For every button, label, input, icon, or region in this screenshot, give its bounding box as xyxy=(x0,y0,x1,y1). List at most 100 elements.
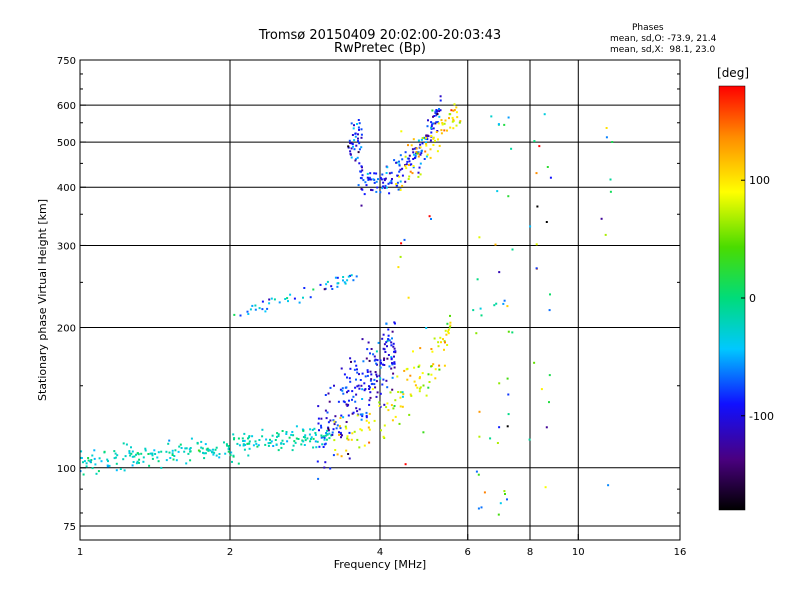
data-point xyxy=(320,417,323,420)
data-point xyxy=(408,160,411,163)
data-point xyxy=(452,118,455,121)
data-point xyxy=(412,158,415,160)
data-point xyxy=(410,144,413,147)
data-point xyxy=(378,404,381,407)
data-point xyxy=(171,449,174,452)
data-point xyxy=(507,413,510,416)
data-point xyxy=(361,338,364,341)
data-point xyxy=(227,450,230,453)
data-point xyxy=(438,110,441,113)
data-point xyxy=(365,184,368,187)
data-point xyxy=(443,129,446,132)
data-point xyxy=(329,386,332,389)
data-point xyxy=(423,158,426,160)
data-point xyxy=(286,297,289,300)
phase-o-stats: mean, sd,O: -73.9, 21.4 xyxy=(610,34,717,44)
data-point xyxy=(440,341,442,344)
data-point xyxy=(430,348,433,350)
data-point xyxy=(435,121,438,124)
data-point xyxy=(390,344,393,347)
data-point xyxy=(274,439,277,441)
data-point xyxy=(370,373,373,376)
data-point xyxy=(413,147,416,150)
data-point xyxy=(426,125,429,128)
data-point xyxy=(200,440,203,443)
data-point xyxy=(321,443,324,446)
data-point xyxy=(432,137,435,140)
data-point xyxy=(206,447,209,450)
data-point xyxy=(310,436,313,439)
data-point xyxy=(233,438,235,441)
data-point xyxy=(437,122,440,125)
data-point xyxy=(329,419,332,422)
data-point xyxy=(449,314,451,317)
data-point xyxy=(506,498,508,501)
data-point xyxy=(387,354,390,356)
data-point xyxy=(333,420,336,423)
data-point xyxy=(360,384,363,387)
data-point xyxy=(611,141,614,143)
data-point xyxy=(215,454,218,457)
data-point xyxy=(444,119,447,122)
data-point xyxy=(361,388,364,391)
data-point xyxy=(459,120,462,123)
data-point xyxy=(455,124,458,127)
data-point xyxy=(271,434,274,437)
data-point xyxy=(336,282,339,285)
data-point xyxy=(435,114,438,117)
data-point xyxy=(241,437,244,440)
data-point xyxy=(385,341,388,344)
data-point xyxy=(369,379,372,382)
data-point xyxy=(413,153,415,156)
data-point xyxy=(209,449,212,452)
data-point xyxy=(413,157,416,159)
data-point xyxy=(251,435,254,438)
data-point xyxy=(388,339,391,342)
data-point xyxy=(320,424,322,427)
data-point xyxy=(379,191,382,194)
data-point xyxy=(293,297,296,300)
data-point xyxy=(434,122,437,125)
data-point xyxy=(346,435,349,438)
data-point xyxy=(409,170,412,173)
grid-lines xyxy=(80,60,680,540)
data-point xyxy=(128,450,131,453)
data-point xyxy=(431,109,434,112)
data-point xyxy=(349,274,351,277)
data-point xyxy=(393,347,396,350)
data-point xyxy=(382,333,385,336)
data-point xyxy=(407,178,410,180)
data-point xyxy=(311,428,314,431)
data-point xyxy=(189,450,192,453)
data-point xyxy=(480,506,483,509)
data-point xyxy=(212,448,214,451)
data-point xyxy=(443,340,446,343)
data-point xyxy=(412,350,414,353)
data-point xyxy=(381,173,384,176)
data-point xyxy=(160,466,163,469)
data-point xyxy=(387,338,390,341)
data-point xyxy=(248,435,251,438)
data-point xyxy=(411,172,414,175)
data-point xyxy=(419,347,422,350)
data-point xyxy=(410,394,413,397)
data-point xyxy=(324,461,327,464)
y-tick-label: 500 xyxy=(57,138,76,149)
data-point xyxy=(365,414,368,417)
data-point xyxy=(354,132,357,135)
data-point xyxy=(324,434,327,437)
data-point xyxy=(535,267,538,270)
data-point xyxy=(398,175,401,178)
data-point xyxy=(375,373,378,376)
data-point xyxy=(533,361,536,364)
data-point xyxy=(387,182,390,185)
data-point xyxy=(405,163,408,166)
data-point xyxy=(157,451,160,454)
data-point xyxy=(392,345,395,348)
data-point xyxy=(135,453,137,456)
data-point xyxy=(483,491,486,494)
data-point xyxy=(140,452,143,455)
data-point xyxy=(133,455,136,458)
data-point xyxy=(386,357,389,360)
data-point xyxy=(363,389,366,392)
